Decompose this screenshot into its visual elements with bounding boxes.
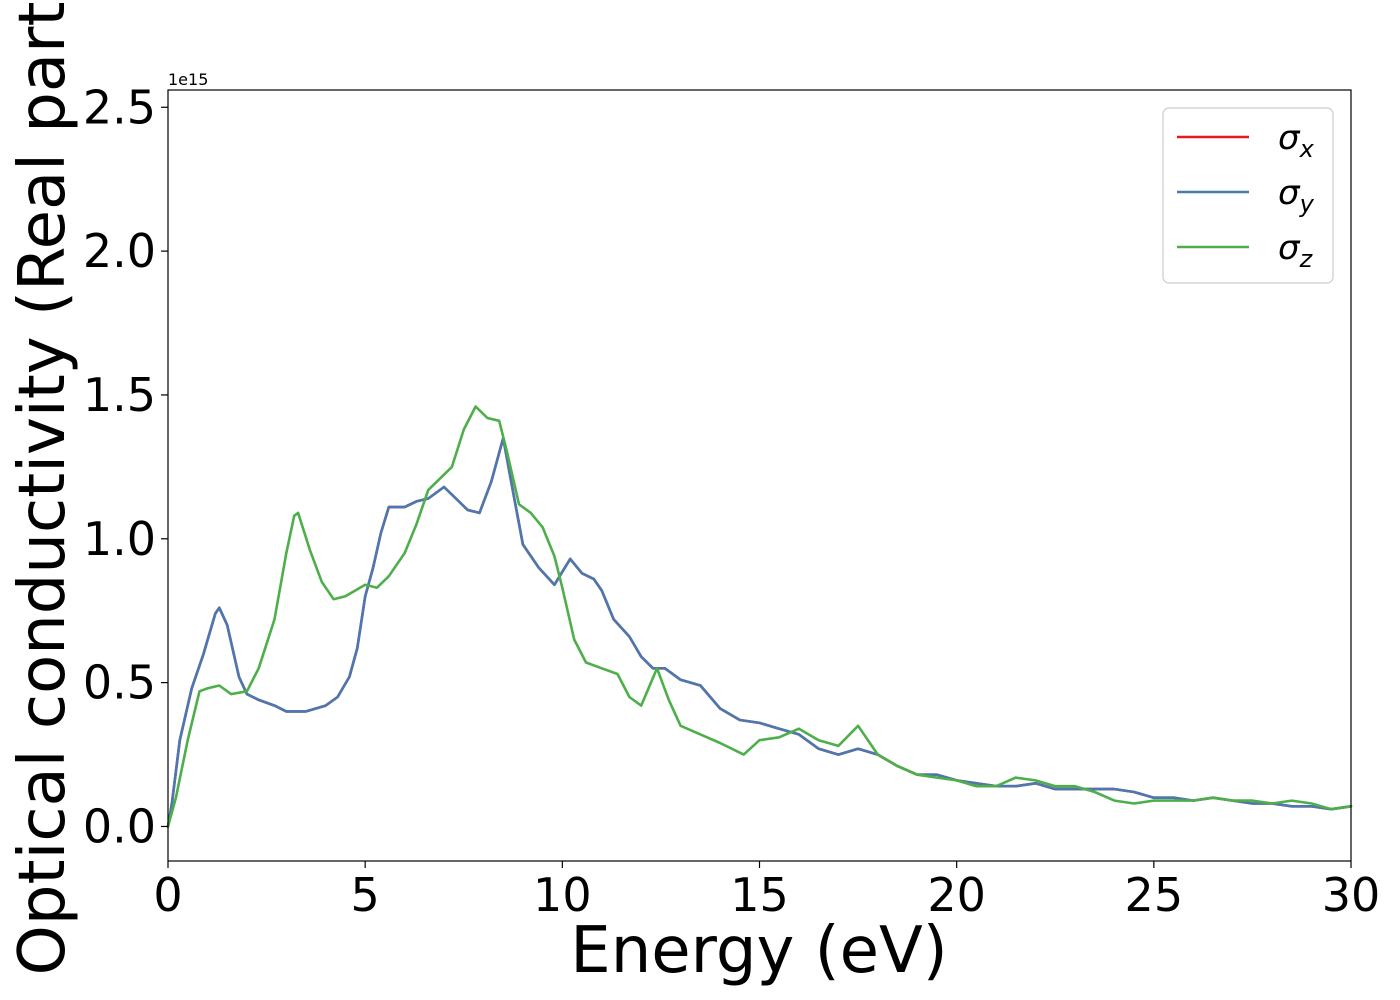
x-tick-label: 20	[927, 868, 986, 922]
y-tick-label: 0.5	[83, 656, 156, 710]
x-tick-label: 15	[730, 868, 789, 922]
x-axis-title: Energy (eV)	[570, 914, 948, 988]
x-tick-label: 25	[1125, 868, 1184, 922]
y-axis-ticks: 0.0 0.5 1.0 1.5 2.0 2.5	[83, 80, 168, 853]
legend-box	[1162, 107, 1334, 284]
y-tick-label: 2.0	[83, 224, 156, 278]
legend-label-y: σy	[1278, 173, 1315, 218]
x-tick-label: 30	[1322, 868, 1381, 922]
x-axis-ticks: 0 5 10 15 20 25 30	[153, 861, 1380, 922]
y-tick-label: 2.5	[83, 80, 156, 134]
y-tick-label: 1.5	[83, 368, 156, 422]
x-tick-label: 5	[351, 868, 380, 922]
plot-area	[168, 90, 1351, 861]
series-line-z	[166, 405, 1353, 828]
x-tick-label: 0	[153, 868, 182, 922]
y-tick-label: 1.0	[83, 512, 156, 566]
legend-label-z: σz	[1278, 228, 1314, 273]
x-tick-label: 10	[533, 868, 592, 922]
legend-label-x: σx	[1278, 118, 1315, 163]
legend: σx σy σz	[1162, 107, 1334, 284]
series-group	[166, 405, 1353, 828]
y-axis-title: Optical conductivity (Real part)	[6, 0, 80, 976]
y-offset-label: 1e15	[168, 70, 208, 89]
y-tick-label: 0.0	[83, 799, 156, 853]
